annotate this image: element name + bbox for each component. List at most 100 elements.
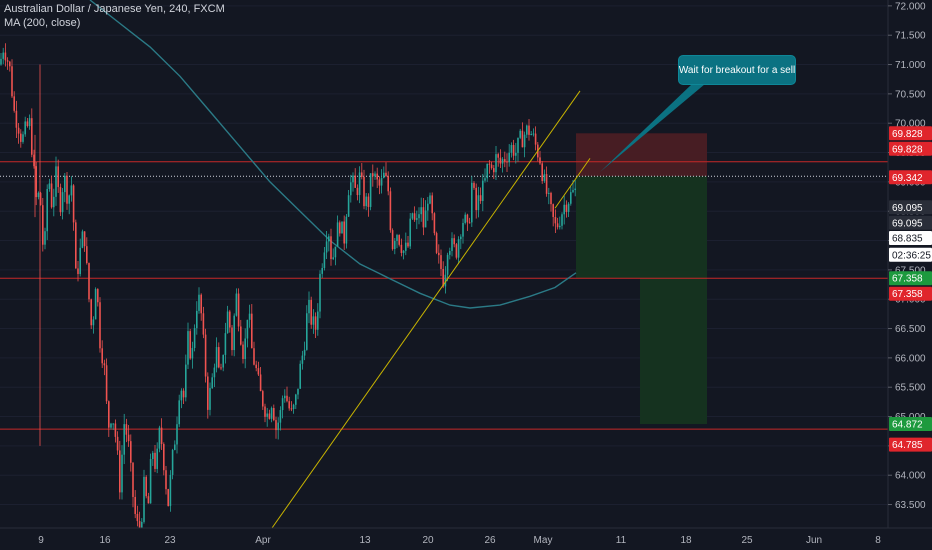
- time-tick-label: 16: [99, 535, 111, 546]
- candle-body: [262, 391, 264, 407]
- candle-body: [86, 246, 88, 264]
- candle-body: [361, 172, 363, 177]
- candle-body: [207, 376, 209, 410]
- annotation-callout[interactable]: Wait for breakout for a sell: [679, 56, 795, 84]
- candle-body: [323, 252, 326, 268]
- candle-body: [281, 398, 284, 411]
- price-tag-label: 64.872: [892, 420, 923, 431]
- price-tag-label: 02:36:25: [892, 250, 931, 261]
- candle-body: [171, 449, 174, 475]
- candle-body: [416, 218, 418, 220]
- candle-body: [482, 180, 484, 201]
- candle-body: [552, 204, 554, 218]
- candle-body: [420, 207, 422, 215]
- candle-body: [136, 513, 139, 522]
- candle-body: [273, 408, 275, 421]
- candle-body: [110, 423, 112, 428]
- candle-body: [378, 179, 381, 186]
- candle-body: [431, 195, 433, 214]
- candle-body: [572, 189, 574, 193]
- price-tick-label: 66.500: [895, 324, 926, 335]
- candle-body: [149, 459, 152, 504]
- candle-body: [97, 289, 99, 303]
- candle-body: [176, 424, 178, 445]
- price-tag-label: 68.835: [892, 234, 923, 245]
- candle-body: [114, 423, 117, 437]
- price-tick-label: 66.000: [895, 353, 926, 364]
- candle-body: [336, 222, 339, 247]
- candle-body: [57, 166, 59, 188]
- candle-body: [365, 196, 367, 207]
- position-zones: [576, 133, 707, 425]
- candle-body: [488, 163, 491, 165]
- candle-body: [530, 134, 532, 136]
- candle-body: [466, 214, 469, 223]
- candle-body: [193, 328, 196, 348]
- candles: [0, 43, 576, 542]
- candle-body: [475, 187, 477, 211]
- candle-body: [178, 400, 180, 425]
- candle-body: [446, 254, 449, 275]
- candle-body: [556, 223, 559, 228]
- candle-body: [125, 424, 128, 435]
- candle-body: [218, 347, 220, 368]
- price-tag-label: 69.828: [892, 144, 923, 155]
- candle-body: [24, 121, 26, 135]
- candle-body: [292, 404, 295, 410]
- candle-body: [266, 413, 268, 417]
- candle-body: [541, 163, 543, 182]
- candle-body: [222, 354, 224, 368]
- candle-body: [306, 313, 308, 350]
- candle-body: [479, 195, 482, 201]
- annotation-pointer: [600, 84, 705, 172]
- candle-body: [101, 348, 103, 364]
- candle-body: [565, 204, 568, 212]
- candle-body: [66, 175, 68, 204]
- candle-body: [471, 182, 473, 223]
- candle-body: [438, 252, 440, 256]
- price-tag: [889, 247, 932, 262]
- candle-body: [424, 210, 427, 228]
- candle-body: [130, 441, 132, 463]
- candle-body: [449, 250, 451, 255]
- time-tick-label: Jun: [806, 535, 822, 546]
- candle-body: [314, 316, 317, 330]
- candle-body: [90, 299, 92, 326]
- candle-body: [473, 182, 475, 188]
- candle-body: [189, 331, 191, 359]
- candle-body: [413, 213, 416, 220]
- price-tag: [889, 215, 932, 230]
- candle-body: [224, 333, 227, 355]
- candle-body: [13, 96, 15, 111]
- price-tick-label: 70.000: [895, 119, 926, 130]
- time-axis: 9 16 23 Apr 13 20 26 May 11 18 25 Jun 8: [0, 527, 932, 550]
- candle-body: [453, 238, 455, 245]
- candle-body: [103, 363, 106, 366]
- price-tag-label: 64.785: [892, 440, 923, 451]
- candle-body: [121, 454, 123, 493]
- candle-body: [275, 420, 277, 431]
- candle-body: [394, 240, 396, 250]
- candle-body: [59, 187, 62, 213]
- candle-body: [486, 163, 488, 179]
- price-tick-label: 63.500: [895, 500, 926, 511]
- candle-body: [233, 315, 235, 351]
- candle-body: [158, 427, 161, 449]
- candle-body: [484, 178, 486, 181]
- candle-body: [198, 294, 200, 311]
- candle-body: [526, 125, 528, 135]
- candle-body: [499, 157, 502, 164]
- candle-body: [510, 145, 513, 153]
- price-tag: [889, 437, 932, 452]
- candle-body: [457, 239, 460, 258]
- candle-body: [358, 172, 361, 196]
- candle-body: [123, 424, 125, 455]
- candle-body: [259, 374, 262, 392]
- candle-body: [22, 134, 24, 142]
- candle-body: [270, 408, 273, 419]
- time-tick-label: 13: [359, 535, 371, 546]
- candle-body: [226, 311, 229, 334]
- price-tick-label: 72.000: [895, 1, 926, 12]
- ma-200-line: [89, 0, 577, 309]
